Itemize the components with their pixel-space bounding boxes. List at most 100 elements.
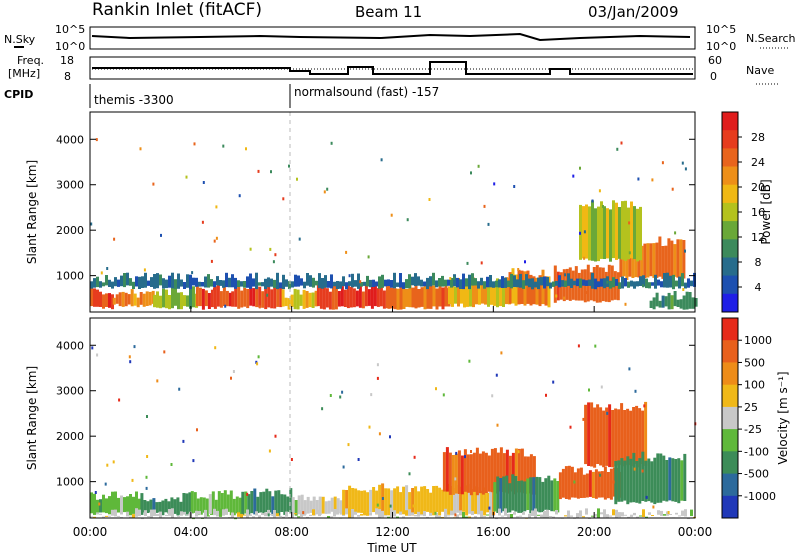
scatter-point <box>435 387 437 391</box>
data-cell <box>432 486 436 516</box>
data-cell <box>305 291 309 308</box>
data-cell <box>408 492 412 513</box>
freq-unit-label: [MHz] <box>8 67 40 80</box>
data-cell <box>457 278 460 307</box>
colorbar-swatch <box>722 340 738 363</box>
data-cell <box>296 289 300 310</box>
data-cell <box>669 275 672 288</box>
scatter-point <box>588 388 590 392</box>
scatter-point <box>215 205 218 209</box>
data-cell <box>247 494 251 516</box>
data-cell <box>402 486 406 515</box>
scatter-point <box>222 144 225 148</box>
data-cell <box>465 485 469 516</box>
data-cell <box>325 288 329 308</box>
data-cell <box>646 243 650 278</box>
scatter-point <box>288 164 290 168</box>
data-cell <box>633 512 636 516</box>
velocity-ylabel: Slant Range [km] <box>25 366 39 470</box>
scatter-point <box>454 513 457 517</box>
data-cell <box>390 280 393 288</box>
data-cell <box>694 298 698 307</box>
data-cell <box>327 516 330 518</box>
data-cell <box>114 277 117 287</box>
data-cell <box>611 410 615 468</box>
scatter-point <box>583 256 586 260</box>
data-cell <box>246 276 249 288</box>
data-cell <box>303 281 306 289</box>
scatter-point <box>517 450 520 454</box>
data-cell <box>614 461 618 505</box>
data-cell <box>366 492 370 516</box>
data-cell <box>624 200 627 261</box>
scatter-point <box>341 390 344 394</box>
data-cell <box>590 402 594 467</box>
data-cell <box>532 276 536 305</box>
data-cell <box>293 288 297 310</box>
data-cell <box>671 458 675 502</box>
scatter-point <box>606 280 609 284</box>
data-cell <box>346 285 350 309</box>
data-cell <box>126 272 129 286</box>
data-cell <box>258 286 262 308</box>
data-cell <box>318 496 322 515</box>
data-cell <box>357 490 361 513</box>
data-cell <box>244 491 248 514</box>
data-cell <box>624 278 627 287</box>
data-cell <box>339 281 342 289</box>
y-tick-label: 2000 <box>56 430 84 443</box>
data-cell <box>499 478 503 513</box>
data-cell <box>429 282 433 309</box>
data-cell <box>165 279 168 289</box>
data-cell <box>283 494 287 515</box>
data-cell <box>451 284 454 307</box>
data-cell <box>314 290 318 307</box>
data-cell <box>387 488 391 516</box>
data-cell <box>682 240 686 279</box>
data-cell <box>375 281 378 287</box>
scatter-point <box>95 138 98 142</box>
data-cell <box>576 278 579 287</box>
data-cell <box>213 286 217 309</box>
data-cell <box>681 510 684 516</box>
scatter-point <box>577 344 580 348</box>
data-cell <box>456 514 459 518</box>
data-cell <box>348 485 352 512</box>
data-cell <box>468 274 471 290</box>
data-cell <box>318 509 321 517</box>
data-cell <box>435 288 439 310</box>
scatter-point <box>367 255 370 259</box>
colorbar-swatch <box>722 451 738 474</box>
data-cell <box>588 279 591 286</box>
data-cell <box>661 246 665 279</box>
scatter-point <box>428 198 431 201</box>
data-cell <box>168 295 171 310</box>
scatter-point <box>106 267 109 270</box>
scatter-point <box>408 472 411 476</box>
data-cell <box>633 206 636 260</box>
data-cell <box>469 454 473 496</box>
data-cell <box>299 294 303 306</box>
scatter-point <box>213 239 216 243</box>
data-cell <box>669 514 672 515</box>
colorbar-swatch <box>722 130 738 149</box>
data-cell <box>267 286 271 308</box>
data-cell <box>438 515 441 518</box>
data-cell <box>147 280 150 286</box>
data-cell <box>265 488 269 512</box>
data-cell <box>520 480 524 513</box>
data-cell <box>324 275 327 288</box>
data-cell <box>516 516 519 518</box>
data-cell <box>158 501 162 513</box>
scatter-point <box>598 189 601 193</box>
data-cell <box>667 292 671 310</box>
data-cell <box>423 486 427 513</box>
data-cell <box>690 509 693 516</box>
data-cell <box>558 275 561 288</box>
data-cell <box>414 486 418 515</box>
data-cell <box>246 509 249 518</box>
scatter-point <box>267 513 270 517</box>
data-cell <box>597 206 600 262</box>
data-cell <box>282 274 285 290</box>
data-cell <box>474 516 477 518</box>
